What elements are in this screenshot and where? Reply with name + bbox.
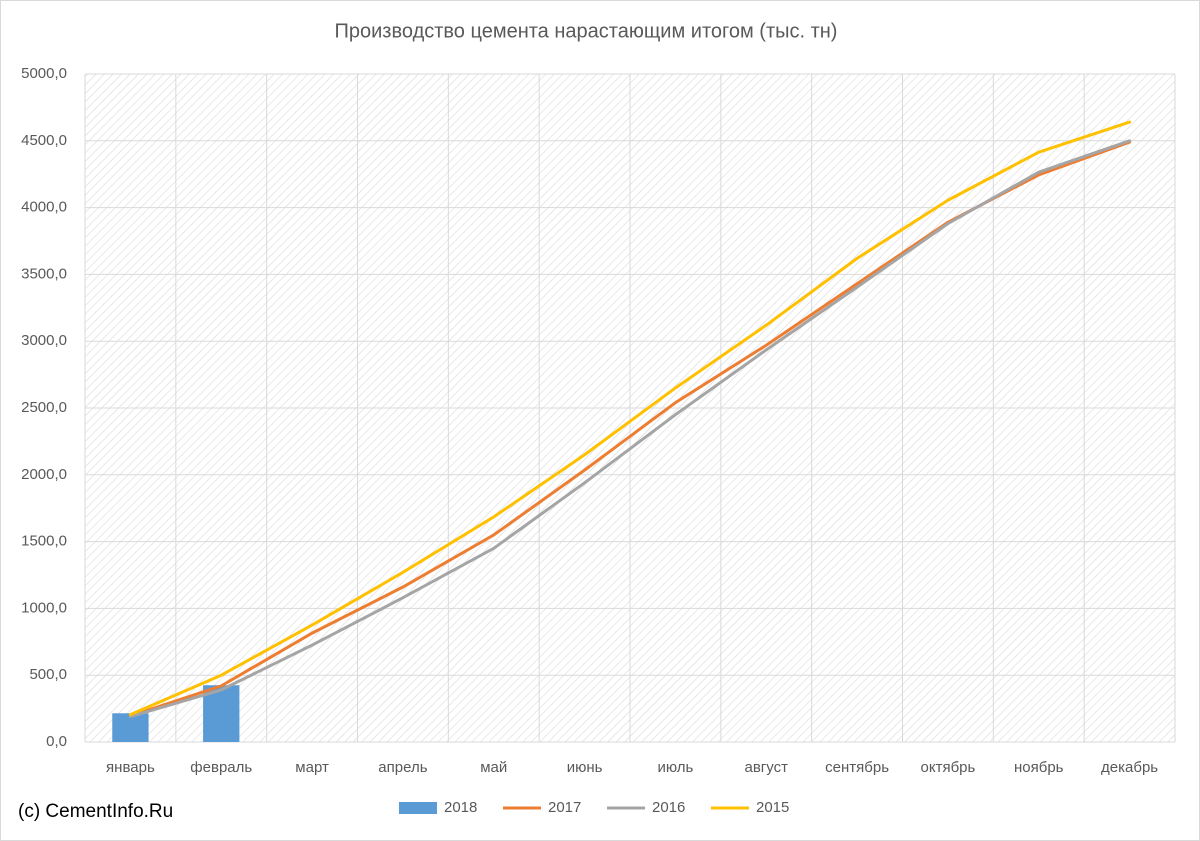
x-tick-label: апрель bbox=[378, 759, 427, 776]
x-tick-label: июль bbox=[657, 759, 693, 776]
x-tick-label: ноябрь bbox=[1014, 759, 1064, 776]
legend-label: 2016 bbox=[652, 799, 685, 816]
line bbox=[128, 139, 1132, 719]
y-tick-label: 5000,0 bbox=[21, 65, 67, 82]
x-tick-label: декабрь bbox=[1101, 759, 1158, 776]
x-tick-label: август bbox=[745, 759, 789, 776]
y-tick-label: 4500,0 bbox=[21, 132, 67, 149]
legend-label: 2015 bbox=[756, 799, 789, 816]
x-tick-label: июнь bbox=[567, 759, 603, 776]
x-tick-label: сентябрь bbox=[825, 759, 889, 776]
y-tick-label: 3000,0 bbox=[21, 332, 67, 349]
legend-label: 2018 bbox=[444, 799, 477, 816]
chart-title: Производство цемента нарастающим итогом … bbox=[335, 20, 838, 42]
y-tick-label: 1000,0 bbox=[21, 599, 67, 616]
y-tick-label: 500,0 bbox=[29, 666, 67, 683]
legend-swatch bbox=[399, 802, 437, 814]
y-tick-label: 1500,0 bbox=[21, 533, 67, 550]
x-tick-label: октябрь bbox=[921, 759, 976, 776]
x-tick-label: март bbox=[295, 759, 329, 776]
y-tick-label: 4000,0 bbox=[21, 199, 67, 216]
y-tick-label: 3500,0 bbox=[21, 265, 67, 282]
x-tick-label: февраль bbox=[190, 759, 252, 776]
legend-label: 2017 bbox=[548, 799, 581, 816]
annotation: (c) CementInfo.Ru bbox=[18, 801, 173, 822]
x-tick-label: май bbox=[480, 759, 507, 776]
y-tick-label: 2500,0 bbox=[21, 399, 67, 416]
line bbox=[128, 120, 1132, 717]
y-tick-label: 0,0 bbox=[46, 733, 67, 750]
x-tick-label: январь bbox=[106, 759, 155, 776]
y-tick-label: 2000,0 bbox=[21, 466, 67, 483]
